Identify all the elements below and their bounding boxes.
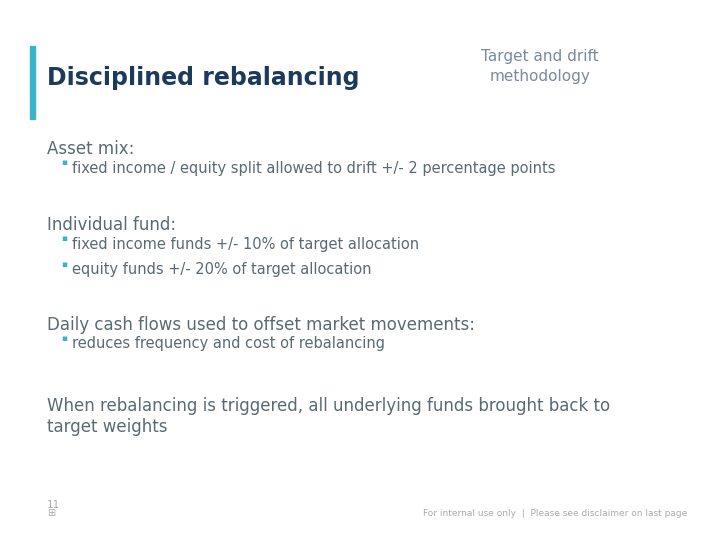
Text: ▪: ▪ [61, 260, 68, 269]
Text: 11: 11 [47, 500, 60, 510]
Text: fixed income funds +/- 10% of target allocation: fixed income funds +/- 10% of target all… [72, 237, 419, 252]
Text: reduces frequency and cost of rebalancing: reduces frequency and cost of rebalancin… [72, 336, 385, 352]
Text: fixed income / equity split allowed to drift +/- 2 percentage points: fixed income / equity split allowed to d… [72, 161, 556, 176]
Text: Asset mix:: Asset mix: [47, 140, 134, 158]
Text: ⊞: ⊞ [47, 508, 55, 518]
Text: Disciplined rebalancing: Disciplined rebalancing [47, 66, 359, 90]
Text: When rebalancing is triggered, all underlying funds brought back to
target weigh: When rebalancing is triggered, all under… [47, 397, 610, 436]
Text: ▪: ▪ [61, 158, 68, 167]
Text: ▪: ▪ [61, 334, 68, 343]
Text: Daily cash flows used to offset market movements:: Daily cash flows used to offset market m… [47, 316, 474, 334]
Text: methodology: methodology [490, 69, 590, 84]
Text: ▪: ▪ [61, 234, 68, 243]
Text: Target and drift: Target and drift [481, 49, 599, 64]
Text: For internal use only  |  Please see disclaimer on last page: For internal use only | Please see discl… [423, 509, 688, 518]
Text: equity funds +/- 20% of target allocation: equity funds +/- 20% of target allocatio… [72, 262, 372, 278]
Text: Individual fund:: Individual fund: [47, 216, 176, 234]
